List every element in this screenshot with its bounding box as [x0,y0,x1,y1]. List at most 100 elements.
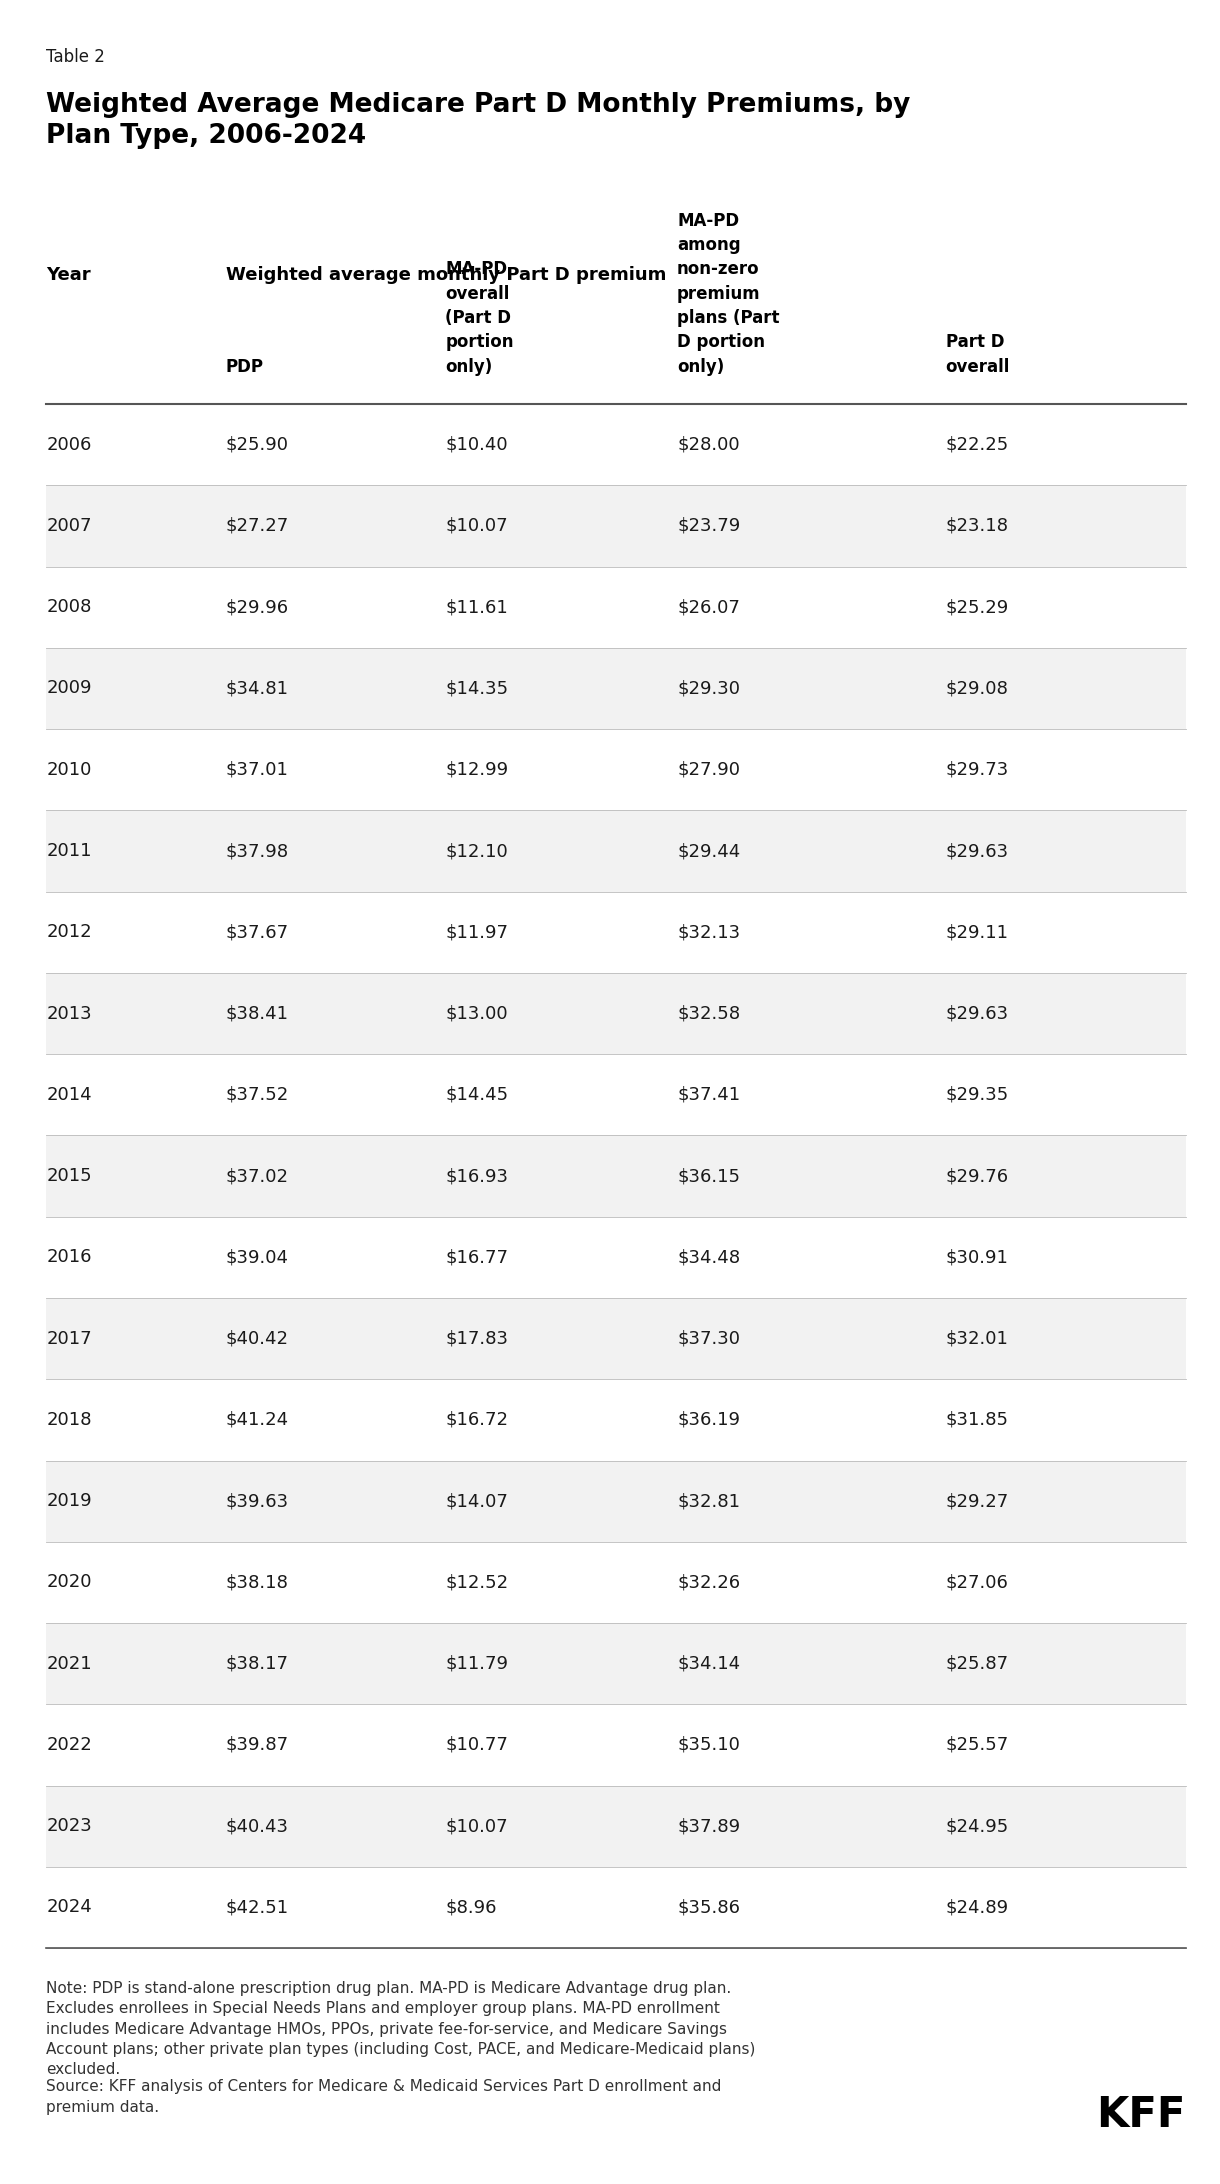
Text: $29.08: $29.08 [946,679,1009,697]
Text: $12.52: $12.52 [445,1572,509,1592]
Text: $29.30: $29.30 [677,679,741,697]
Text: 2017: 2017 [46,1330,92,1348]
Text: 2023: 2023 [46,1817,93,1835]
Text: $38.18: $38.18 [226,1572,289,1592]
Text: $27.90: $27.90 [677,760,741,780]
Text: $32.58: $32.58 [677,1005,741,1022]
Text: $25.29: $25.29 [946,598,1009,616]
Text: $37.98: $37.98 [226,843,289,860]
Text: $32.26: $32.26 [677,1572,741,1592]
Text: $26.07: $26.07 [677,598,741,616]
Text: $28.00: $28.00 [677,435,739,454]
Text: $37.30: $37.30 [677,1330,741,1348]
Text: $37.02: $37.02 [226,1166,289,1186]
Text: KFF: KFF [1097,2094,1186,2136]
Text: Table 2: Table 2 [46,48,105,66]
Text: $8.96: $8.96 [445,1898,497,1918]
Text: $11.97: $11.97 [445,924,509,941]
Text: $36.15: $36.15 [677,1166,741,1186]
Text: $37.67: $37.67 [226,924,289,941]
Text: Note: PDP is stand-alone prescription drug plan. MA-PD is Medicare Advantage dru: Note: PDP is stand-alone prescription dr… [46,1981,755,2077]
Text: $38.41: $38.41 [226,1005,289,1022]
Text: $29.27: $29.27 [946,1492,1009,1509]
Text: Weighted average monthly Part D premium: Weighted average monthly Part D premium [226,266,666,284]
Text: 2022: 2022 [46,1736,93,1754]
Text: $29.63: $29.63 [946,843,1009,860]
Text: $39.63: $39.63 [226,1492,289,1509]
Text: $27.27: $27.27 [226,518,289,535]
Text: 2014: 2014 [46,1085,92,1103]
Text: $11.61: $11.61 [445,598,508,616]
Text: MA-PD
overall
(Part D
portion
only): MA-PD overall (Part D portion only) [445,260,514,376]
Text: PDP: PDP [226,358,264,376]
Text: $16.72: $16.72 [445,1411,509,1428]
Text: $42.51: $42.51 [226,1898,289,1918]
Text: $34.48: $34.48 [677,1249,741,1267]
Text: 2006: 2006 [46,435,92,454]
Text: $29.63: $29.63 [946,1005,1009,1022]
Text: Source: KFF analysis of Centers for Medicare & Medicaid Services Part D enrollme: Source: KFF analysis of Centers for Medi… [46,2079,722,2114]
Text: $37.89: $37.89 [677,1817,741,1835]
Text: $14.07: $14.07 [445,1492,509,1509]
Text: $35.86: $35.86 [677,1898,741,1918]
Text: $39.87: $39.87 [226,1736,289,1754]
Text: $34.14: $34.14 [677,1655,741,1673]
Text: 2012: 2012 [46,924,92,941]
Text: $29.96: $29.96 [226,598,289,616]
Text: $29.44: $29.44 [677,843,741,860]
Text: 2013: 2013 [46,1005,92,1022]
Text: $37.01: $37.01 [226,760,289,780]
Text: $10.07: $10.07 [445,1817,508,1835]
Text: $25.90: $25.90 [226,435,289,454]
Text: 2007: 2007 [46,518,92,535]
Text: $14.35: $14.35 [445,679,509,697]
Text: 2024: 2024 [46,1898,93,1918]
Text: $40.42: $40.42 [226,1330,289,1348]
Text: 2010: 2010 [46,760,92,780]
Text: 2015: 2015 [46,1166,92,1186]
Text: $23.79: $23.79 [677,518,741,535]
Text: $40.43: $40.43 [226,1817,289,1835]
Text: Weighted Average Medicare Part D Monthly Premiums, by
Plan Type, 2006-2024: Weighted Average Medicare Part D Monthly… [46,92,911,149]
Text: $32.13: $32.13 [677,924,741,941]
Text: 2019: 2019 [46,1492,92,1509]
Text: 2016: 2016 [46,1249,92,1267]
Text: $10.07: $10.07 [445,518,508,535]
Text: 2009: 2009 [46,679,92,697]
Text: $32.01: $32.01 [946,1330,1009,1348]
Text: $24.95: $24.95 [946,1817,1009,1835]
Text: $14.45: $14.45 [445,1085,509,1103]
Text: $38.17: $38.17 [226,1655,289,1673]
Text: $31.85: $31.85 [946,1411,1009,1428]
Text: $25.87: $25.87 [946,1655,1009,1673]
Text: $32.81: $32.81 [677,1492,741,1509]
Text: $25.57: $25.57 [946,1736,1009,1754]
Text: $35.10: $35.10 [677,1736,741,1754]
Text: $27.06: $27.06 [946,1572,1009,1592]
Text: $30.91: $30.91 [946,1249,1009,1267]
Text: $37.52: $37.52 [226,1085,289,1103]
Text: $10.40: $10.40 [445,435,508,454]
Text: $22.25: $22.25 [946,435,1009,454]
Text: $12.99: $12.99 [445,760,509,780]
Text: $24.89: $24.89 [946,1898,1009,1918]
Text: $34.81: $34.81 [226,679,289,697]
Text: $11.79: $11.79 [445,1655,509,1673]
Text: $17.83: $17.83 [445,1330,509,1348]
Text: $29.73: $29.73 [946,760,1009,780]
Text: $36.19: $36.19 [677,1411,741,1428]
Text: Part D
overall: Part D overall [946,334,1010,376]
Text: $16.77: $16.77 [445,1249,509,1267]
Text: Year: Year [46,266,92,284]
Text: 2008: 2008 [46,598,92,616]
Text: $13.00: $13.00 [445,1005,508,1022]
Text: $39.04: $39.04 [226,1249,289,1267]
Text: $16.93: $16.93 [445,1166,509,1186]
Text: $29.35: $29.35 [946,1085,1009,1103]
Text: $37.41: $37.41 [677,1085,741,1103]
Text: MA-PD
among
non-zero
premium
plans (Part
D portion
only): MA-PD among non-zero premium plans (Part… [677,212,780,376]
Text: $29.11: $29.11 [946,924,1009,941]
Text: $12.10: $12.10 [445,843,508,860]
Text: $41.24: $41.24 [226,1411,289,1428]
Text: 2020: 2020 [46,1572,92,1592]
